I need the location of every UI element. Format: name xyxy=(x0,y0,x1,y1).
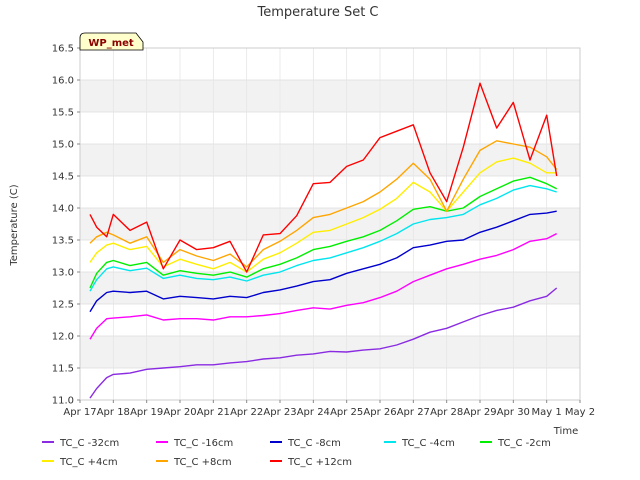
grid-band xyxy=(80,80,580,112)
series-line-tc-c-12cm xyxy=(89,82,558,273)
x-tick-label: Apr 28 xyxy=(430,407,463,418)
y-tick-label: 11.5 xyxy=(52,364,74,375)
legend-label: TC_C +12cm xyxy=(287,457,352,468)
y-tick-label: 15.5 xyxy=(52,108,74,119)
x-axis-label: Time xyxy=(553,426,578,437)
series-line-tc-c-4cm xyxy=(89,184,557,292)
y-tick-label: 14.0 xyxy=(52,204,74,215)
legend-label: TC_C -4cm xyxy=(401,438,455,449)
wp-met-label: WP_met xyxy=(88,38,134,49)
x-tick-label: Apr 18 xyxy=(97,407,130,418)
y-tick-label: 16.5 xyxy=(52,44,74,55)
legend-label: TC_C -2cm xyxy=(497,438,551,449)
legend: TC_C -32cm TC_C -16cm TC_C -8cm TC_C -4cm TC… xyxy=(42,438,551,468)
legend-label: TC_C +4cm xyxy=(59,457,118,468)
x-tick-label: Apr 29 xyxy=(463,407,496,418)
grid-band xyxy=(80,208,580,240)
y-tick-label: 13.5 xyxy=(52,236,74,247)
x-tick-label: May 2 xyxy=(565,407,595,418)
plot-area xyxy=(79,47,581,401)
series-line-tc-c-4cm xyxy=(89,157,557,273)
chart-title: Temperature Set C xyxy=(256,5,378,20)
series-line-tc-c-2cm xyxy=(89,176,558,289)
legend-label: TC_C -8cm xyxy=(287,438,341,449)
legend-label: TC_C -32cm xyxy=(59,438,119,449)
y-axis-label: Temperature (C) xyxy=(9,184,20,266)
y-tick-label: 15.0 xyxy=(52,140,74,151)
x-tick-label: May 1 xyxy=(532,407,562,418)
x-tick-label: Apr 24 xyxy=(297,407,330,418)
series-line-tc-c-16cm xyxy=(89,232,558,340)
y-tick-label: 11.0 xyxy=(52,396,74,407)
x-tick-label: Apr 17 xyxy=(63,407,96,418)
x-tick-label: Apr 30 xyxy=(497,407,530,418)
y-tick-label: 12.5 xyxy=(52,300,74,311)
x-tick-label: Apr 21 xyxy=(197,407,230,418)
y-tick-label: 14.5 xyxy=(52,172,74,183)
x-tick-label: Apr 23 xyxy=(263,407,296,418)
x-tick-label: Apr 25 xyxy=(330,407,363,418)
grid-band xyxy=(80,272,580,304)
y-tick-label: 16.0 xyxy=(52,76,74,87)
y-tick-label: 13.0 xyxy=(52,268,74,279)
series-line-tc-c-32cm xyxy=(89,287,558,399)
series-line-tc-c-8cm xyxy=(89,210,557,313)
legend-label: TC_C -16cm xyxy=(173,438,233,449)
x-tick-label: Apr 22 xyxy=(230,407,263,418)
x-tick-label: Apr 19 xyxy=(130,407,163,418)
series-line-tc-c-8cm xyxy=(89,140,558,268)
x-tick-label: Apr 27 xyxy=(397,407,430,418)
legend-label: TC_C +8cm xyxy=(173,457,232,468)
y-tick-label: 12.0 xyxy=(52,332,74,343)
wp-met-badge: WP_met xyxy=(79,32,144,51)
x-tick-label: Apr 20 xyxy=(163,407,196,418)
grid-band xyxy=(80,144,580,176)
x-tick-label: Apr 26 xyxy=(363,407,396,418)
